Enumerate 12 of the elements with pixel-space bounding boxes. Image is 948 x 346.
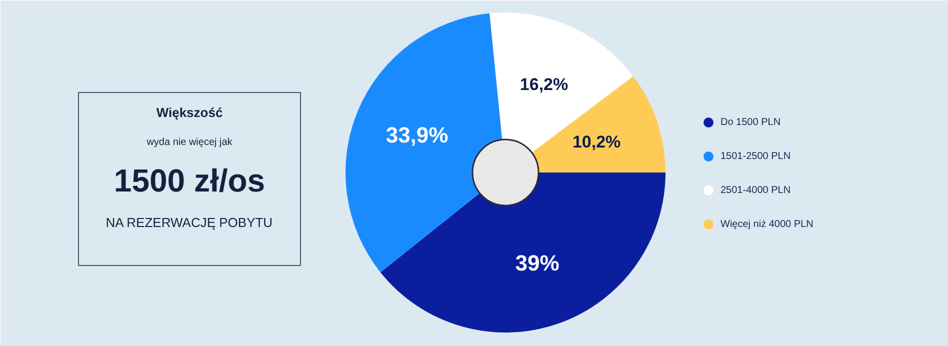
data-label: 33,9% [386,122,448,148]
data-label: 10,2% [572,132,621,152]
text: 1500 zł/os [114,162,266,198]
legend-label: 1501-2500 PLN [720,151,791,162]
legend-label: Do 1500 PLN [720,117,781,128]
text: Większość [156,105,223,120]
data-label: 16,2% [520,75,568,94]
text: NA REZERWACJĘ POBYTU [106,215,273,230]
text: wyda nie więcej jak [146,137,234,148]
legend-label: 2501-4000 PLN [720,185,791,196]
data-label: 39% [515,250,560,276]
legend-label: Więcej niż 4000 PLN [720,219,814,230]
